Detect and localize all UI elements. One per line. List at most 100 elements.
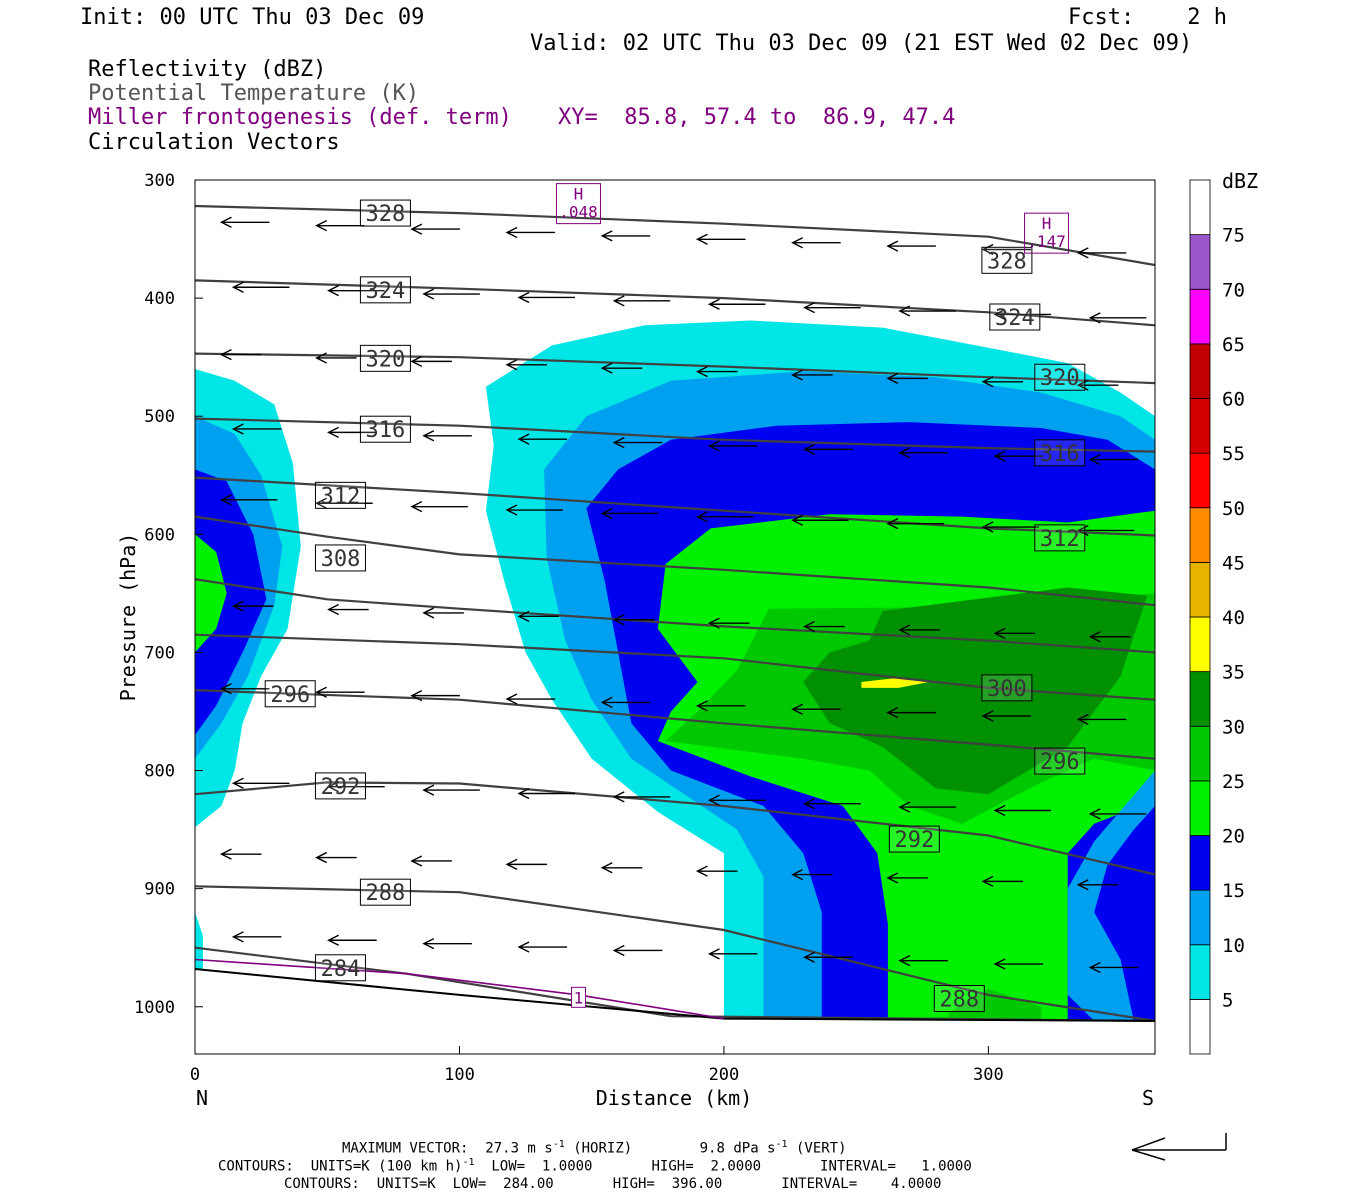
svg-text:296: 296 bbox=[270, 683, 310, 708]
colorbar-tick-label: 70 bbox=[1222, 279, 1245, 301]
vector-arrow bbox=[422, 784, 480, 796]
reflectivity-region-15 bbox=[195, 469, 267, 736]
vector-arrow bbox=[600, 696, 651, 709]
x-axis-title: Distance (km) bbox=[596, 1086, 753, 1110]
theta-contour-296 bbox=[195, 689, 1155, 760]
y-tick-label: 800 bbox=[144, 762, 175, 782]
init-time: Init: 00 UTC Thu 03 Dec 09 bbox=[80, 5, 425, 30]
frontogenesis-contour-1 bbox=[195, 958, 725, 1020]
colorbar-tick-label: 55 bbox=[1222, 443, 1245, 465]
vector-arrow bbox=[898, 305, 956, 317]
svg-text:316: 316 bbox=[1040, 442, 1080, 467]
theta-label-300: 300 bbox=[981, 674, 1033, 702]
vector-arrow bbox=[612, 614, 655, 626]
vector-arrow bbox=[505, 858, 548, 870]
svg-text:292: 292 bbox=[321, 775, 361, 800]
colorbar-bin bbox=[1189, 343, 1211, 399]
vector-arrow bbox=[600, 862, 643, 874]
colorbar-tick-label: 10 bbox=[1222, 935, 1245, 957]
vector-arrow bbox=[505, 504, 564, 516]
theta-label-316: 316 bbox=[1034, 439, 1086, 467]
vector-arrow bbox=[898, 624, 940, 636]
colorbar-bin bbox=[1189, 288, 1211, 345]
theta-contour-316 bbox=[195, 417, 1155, 453]
theta-label-296: 296 bbox=[264, 680, 316, 708]
svg-text:H: H bbox=[574, 185, 584, 204]
vector-arrow bbox=[612, 436, 663, 449]
theta-label-324: 324 bbox=[989, 303, 1041, 331]
colorbar-bin bbox=[1189, 835, 1211, 891]
colorbar-bin bbox=[1189, 398, 1211, 454]
valid-time: Valid: 02 UTC Thu 03 Dec 09 (21 EST Wed … bbox=[530, 31, 1193, 56]
theta-label-316: 316 bbox=[359, 415, 411, 443]
vector-arrow bbox=[505, 226, 556, 239]
vector-arrow bbox=[886, 706, 936, 719]
svg-text:316: 316 bbox=[366, 418, 406, 443]
colorbar-tick-label: 50 bbox=[1222, 498, 1245, 520]
vector-arrow bbox=[707, 948, 758, 960]
svg-text:308: 308 bbox=[321, 547, 361, 572]
vector-arrow bbox=[791, 369, 833, 381]
vector-arrow bbox=[315, 851, 357, 864]
circulation-vectors bbox=[219, 216, 1147, 974]
vector-arrow bbox=[791, 703, 841, 715]
theta-contour-328 bbox=[195, 204, 1155, 267]
theta-label-328: 328 bbox=[359, 199, 411, 227]
y-tick-label: 400 bbox=[144, 289, 175, 309]
theta-label-324: 324 bbox=[359, 276, 411, 304]
colorbar-bin bbox=[1189, 452, 1211, 509]
vector-arrow bbox=[695, 865, 738, 877]
vector-arrow bbox=[219, 348, 262, 361]
theta-contour-288 bbox=[195, 885, 1155, 1022]
vector-arrow bbox=[993, 958, 1044, 970]
vector-arrow bbox=[410, 855, 452, 867]
terrain-line bbox=[195, 968, 1155, 1022]
vector-arrow bbox=[993, 308, 1052, 321]
theta-contour-292 bbox=[195, 781, 1155, 876]
vector-arrow bbox=[315, 352, 357, 364]
vector-arrow bbox=[219, 494, 278, 506]
reflectivity-region-20 bbox=[195, 534, 227, 653]
colorbar-tick-label: 5 bbox=[1222, 989, 1233, 1011]
y-tick-label: 700 bbox=[144, 643, 175, 663]
colorbar-tick-label: 20 bbox=[1222, 826, 1245, 848]
vector-arrow bbox=[517, 610, 560, 622]
frontogenesis-contours bbox=[195, 958, 725, 1020]
theta-contour-312 bbox=[195, 476, 1155, 537]
svg-text:320: 320 bbox=[1040, 366, 1080, 391]
vector-arrow bbox=[803, 620, 845, 633]
colorbar-bin bbox=[1189, 507, 1211, 563]
x-right-end-label: S bbox=[1142, 1086, 1154, 1110]
contour-labels: 328 328 324 324 320 320 316 316 312 312 308 300 296 2… bbox=[264, 183, 1086, 1012]
theta-label-284: 284 bbox=[314, 954, 366, 982]
vector-arrow bbox=[315, 497, 373, 509]
vector-arrow bbox=[993, 804, 1052, 817]
colorbar-bin bbox=[1189, 889, 1211, 946]
vector-arrow bbox=[886, 872, 928, 884]
reflectivity-region-30 bbox=[803, 587, 1148, 795]
vector-arrow bbox=[231, 423, 282, 435]
vector-arrow bbox=[1076, 713, 1127, 726]
svg-text:320: 320 bbox=[366, 347, 406, 372]
axes: 0 100 200 300 300 400 500 600 700 800 900 1000 bbox=[134, 171, 1004, 1085]
vector-arrow bbox=[803, 302, 861, 314]
vector-arrow bbox=[898, 955, 948, 967]
dbz-colorbar: 5 10 15 20 25 30 35 40 45 50 55 60 65 70 75 bbox=[1189, 179, 1245, 1055]
vector-arrow bbox=[791, 514, 849, 526]
svg-text:.048: .048 bbox=[559, 203, 598, 222]
vector-arrow bbox=[327, 603, 369, 616]
theta-label-296: 296 bbox=[1034, 747, 1086, 775]
svg-text:1: 1 bbox=[574, 988, 584, 1007]
vector-arrow bbox=[1088, 808, 1147, 820]
vector-arrow bbox=[600, 507, 659, 520]
plot-frame bbox=[194, 179, 1156, 1055]
vector-arrow bbox=[410, 223, 460, 235]
theta-contour-324 bbox=[195, 279, 1155, 327]
colorbar-bin bbox=[1189, 998, 1211, 1055]
theta-contours bbox=[195, 204, 1155, 1022]
vector-arrow bbox=[219, 216, 270, 228]
colorbar-unit: dBZ bbox=[1222, 169, 1258, 193]
vector-arrow bbox=[231, 600, 274, 612]
field-circulation-vectors: Circulation Vectors bbox=[88, 130, 340, 155]
theta-contour-284 bbox=[195, 946, 1155, 1022]
